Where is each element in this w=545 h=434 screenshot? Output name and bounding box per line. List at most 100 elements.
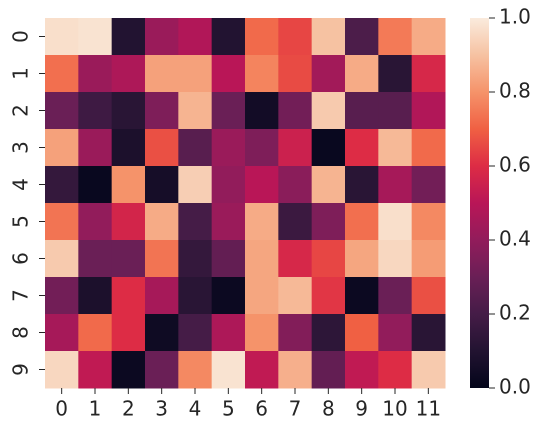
heatmap-cell — [345, 166, 379, 204]
heatmap-cell — [378, 129, 413, 167]
x-tick-label: 10 — [382, 397, 407, 421]
heatmap-cell — [311, 166, 346, 204]
heatmap-cell — [245, 18, 279, 56]
heatmap-cell — [311, 18, 346, 56]
x-tick-label: 11 — [416, 397, 441, 421]
x-tick-label: 2 — [122, 397, 135, 421]
y-tick-label: 3 — [9, 141, 33, 154]
heatmap-cell — [145, 314, 179, 352]
heatmap-cell — [178, 55, 213, 93]
heatmap-cell — [111, 351, 146, 389]
x-tick-label: 7 — [289, 397, 302, 421]
heatmap-cell — [311, 240, 346, 278]
heatmap-cell — [45, 129, 79, 167]
heatmap-cell — [278, 92, 313, 130]
heatmap-cell — [411, 55, 446, 93]
colorbar — [470, 18, 489, 388]
heatmap-cell — [378, 240, 413, 278]
heatmap-cell — [78, 129, 113, 167]
colorbar-tick-label: 0.8 — [499, 79, 531, 103]
heatmap-cell — [211, 18, 246, 56]
heatmap-cell — [78, 277, 113, 315]
heatmap-cell — [278, 18, 313, 56]
heatmap-cell — [111, 240, 146, 278]
heatmap-cell — [45, 240, 79, 278]
heatmap-cell — [178, 277, 213, 315]
heatmap-cell — [311, 277, 346, 315]
y-tick-label: 9 — [9, 363, 33, 376]
heatmap-cell — [411, 92, 446, 130]
heatmap-cell — [245, 314, 279, 352]
heatmap-cell — [111, 55, 146, 93]
heatmap-cell — [45, 55, 79, 93]
heatmap-cell — [211, 129, 246, 167]
heatmap-cell — [411, 277, 446, 315]
colorbar-tick-label: 1.0 — [499, 5, 531, 29]
heatmap-cell — [345, 129, 379, 167]
heatmap-cell — [111, 314, 146, 352]
heatmap-cell — [278, 166, 313, 204]
heatmap-cell — [178, 166, 213, 204]
heatmap-cell — [78, 314, 113, 352]
heatmap-cell — [411, 166, 446, 204]
heatmap-cell — [311, 351, 346, 389]
heatmap-cell — [145, 129, 179, 167]
heatmap-cell — [345, 92, 379, 130]
heatmap-cell — [378, 18, 413, 56]
heatmap-cell — [378, 166, 413, 204]
heatmap-cell — [145, 18, 179, 56]
heatmap-cell — [211, 277, 246, 315]
heatmap-cell — [245, 277, 279, 315]
heatmap-cell — [145, 55, 179, 93]
x-tick-label: 4 — [189, 397, 202, 421]
heatmap-cell — [45, 203, 79, 241]
heatmap-cell — [311, 92, 346, 130]
heatmap-cell — [411, 203, 446, 241]
heatmap-cell — [345, 55, 379, 93]
heatmap-cell — [245, 240, 279, 278]
x-tick-label: 5 — [222, 397, 235, 421]
colorbar-tick-label: 0.0 — [499, 375, 531, 399]
heatmap-cell — [411, 129, 446, 167]
x-tick-label: 3 — [155, 397, 168, 421]
heatmap-cell — [111, 203, 146, 241]
x-tick-label: 0 — [55, 397, 68, 421]
heatmap-cell — [378, 203, 413, 241]
heatmap-cell — [45, 277, 79, 315]
heatmap-cell — [145, 277, 179, 315]
y-tick-label: 2 — [9, 104, 33, 117]
heatmap-cell — [145, 240, 179, 278]
heatmap-cell — [211, 166, 246, 204]
heatmap-cell — [45, 351, 79, 389]
heatmap-cell — [345, 351, 379, 389]
heatmap-cell — [311, 314, 346, 352]
heatmap-cell — [78, 240, 113, 278]
heatmap-cell — [378, 277, 413, 315]
heatmap-cell — [278, 129, 313, 167]
y-tick-label: 6 — [9, 252, 33, 265]
heatmap-cell — [378, 55, 413, 93]
heatmap-cell — [345, 240, 379, 278]
heatmap-cell — [145, 92, 179, 130]
heatmap-cell — [145, 166, 179, 204]
heatmap-cell — [211, 351, 246, 389]
heatmap-cell — [178, 92, 213, 130]
heatmap-cell — [211, 203, 246, 241]
heatmap-cell — [345, 314, 379, 352]
heatmap-cell — [178, 203, 213, 241]
heatmap-cell — [278, 351, 313, 389]
heatmap-cell — [378, 92, 413, 130]
colorbar-tick-label: 0.6 — [499, 153, 531, 177]
x-tick-label: 8 — [322, 397, 335, 421]
heatmap-cell — [78, 351, 113, 389]
heatmap-cell — [178, 240, 213, 278]
heatmap-cell — [345, 203, 379, 241]
heatmap-cell — [245, 351, 279, 389]
y-tick-label: 1 — [9, 67, 33, 80]
heatmap-cell — [78, 92, 113, 130]
heatmap-cell — [78, 203, 113, 241]
heatmap-cell — [111, 129, 146, 167]
heatmap-cell — [111, 166, 146, 204]
heatmap-cell — [45, 18, 79, 56]
